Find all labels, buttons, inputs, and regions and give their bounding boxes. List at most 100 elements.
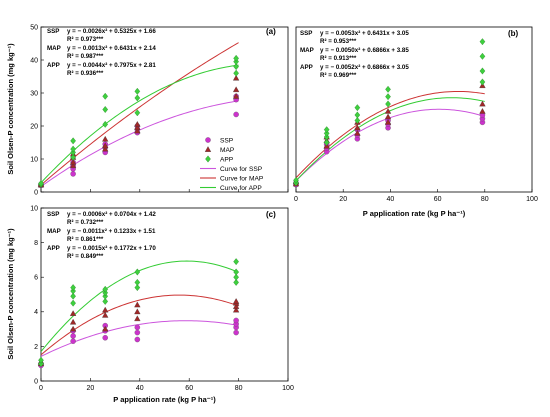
y-tick-label: 2 <box>34 344 38 351</box>
app-point <box>70 145 76 153</box>
legend-label: Curve for SSP <box>220 166 263 173</box>
map-point <box>232 86 240 93</box>
series-app <box>293 38 486 187</box>
series-ssp <box>38 317 239 369</box>
app-point <box>38 360 44 368</box>
legend-label: APP <box>220 156 234 163</box>
curve-map <box>41 294 239 356</box>
y-tick-label: 0 <box>34 378 38 385</box>
app-point <box>134 278 141 286</box>
ssp-point <box>233 317 239 324</box>
equation-r2: R² = 0.861*** <box>67 236 104 243</box>
app-point <box>70 287 76 295</box>
equation-r2: R² = 0.732*** <box>67 219 104 226</box>
equation-text: y = − 0.0026x² + 0.5325x + 1.66 <box>67 28 156 35</box>
app-point <box>354 104 361 112</box>
map-point <box>232 92 240 99</box>
x-tick-label: 0 <box>39 385 43 392</box>
equation-text: y = − 0.0044x² + 0.7975x + 2.81 <box>67 62 156 69</box>
equation-name: MAP <box>47 228 61 235</box>
legend-marker-map <box>204 146 212 152</box>
map-point <box>384 108 392 114</box>
map-point <box>102 306 109 313</box>
app-point <box>70 299 76 307</box>
app-point <box>354 117 361 124</box>
equation-name: MAP <box>47 45 61 52</box>
equation-text: y = − 0.0015x² + 0.1772x + 1.70 <box>67 245 156 252</box>
app-point <box>102 120 109 128</box>
map-point <box>69 318 77 325</box>
map-point <box>232 298 240 304</box>
legend-label: SSP <box>220 137 234 144</box>
app-point <box>233 278 239 286</box>
equation-text: y = − 0.0050x² + 0.6866x + 3.85 <box>320 47 409 54</box>
app-point <box>479 67 486 75</box>
map-point <box>354 124 361 131</box>
y-tick-label: 8 <box>34 240 38 247</box>
app-point <box>134 268 141 276</box>
panel-b: 0 20 40 60 80 100 P application rate (kg P ha⁻… <box>292 26 538 218</box>
equation-r2: R² = 0.969*** <box>320 72 357 79</box>
panel-label: (c) <box>266 210 276 219</box>
app-point <box>38 179 44 187</box>
map-point <box>479 108 486 114</box>
plot-frame <box>40 26 289 193</box>
ssp-point <box>70 338 76 344</box>
app-point <box>70 292 76 300</box>
map-point <box>69 158 77 165</box>
app-point <box>134 87 141 95</box>
map-point <box>134 127 141 134</box>
legend: SSP MAP APP Curve for SSP Curve for MAP Curve… <box>200 137 264 192</box>
y-tick-label: 4 <box>34 309 38 316</box>
ssp-point <box>102 334 108 341</box>
y-tick-label: 40 <box>30 57 38 64</box>
map-point <box>354 130 361 136</box>
equation-name: SSP <box>300 30 312 37</box>
app-point <box>233 268 239 276</box>
map-point <box>134 124 141 131</box>
app-point <box>385 93 391 101</box>
app-point <box>233 63 239 71</box>
x-tick-label: 100 <box>526 196 538 203</box>
app-point <box>134 284 141 292</box>
x-tick-label: 80 <box>481 196 489 203</box>
x-axis-label: P application rate (kg P ha⁻¹) <box>113 395 216 404</box>
x-tick-label: 20 <box>339 196 347 203</box>
map-point <box>102 145 109 152</box>
legend-label: Curve for APP <box>220 185 262 192</box>
app-point <box>479 52 486 60</box>
equation-r2: R² = 0.913*** <box>320 55 357 62</box>
series-app <box>38 54 239 188</box>
map-point <box>232 306 240 313</box>
map-point <box>102 311 109 318</box>
app-point <box>70 137 76 145</box>
ssp-point <box>134 329 141 336</box>
app-point <box>385 85 391 93</box>
equation-text: y = − 0.0011x² + 0.1233x + 1.51 <box>67 228 156 235</box>
app-point <box>102 285 109 293</box>
app-point <box>233 54 239 62</box>
panel-label: (a) <box>266 27 276 36</box>
app-point <box>102 106 109 113</box>
ssp-point <box>134 324 141 331</box>
legend-marker-app <box>205 155 211 163</box>
plot-frame <box>40 207 289 382</box>
app-point <box>323 129 330 137</box>
x-tick-label: 0 <box>294 196 298 203</box>
equation-name: SSP <box>47 211 59 218</box>
equation-r2: R² = 0.936*** <box>67 70 104 77</box>
app-point <box>354 111 361 119</box>
legend-marker-ssp <box>205 137 211 143</box>
plot-frame <box>295 26 533 193</box>
y-tick-label: 10 <box>30 156 38 163</box>
x-tick-label: 60 <box>434 196 442 203</box>
y-tick-label: 6 <box>34 275 38 282</box>
series-app <box>38 258 239 368</box>
app-point <box>70 153 76 161</box>
legend-label: MAP <box>220 147 235 154</box>
y-tick-label: 20 <box>30 123 38 130</box>
ssp-point <box>70 333 76 339</box>
app-point <box>233 258 239 266</box>
